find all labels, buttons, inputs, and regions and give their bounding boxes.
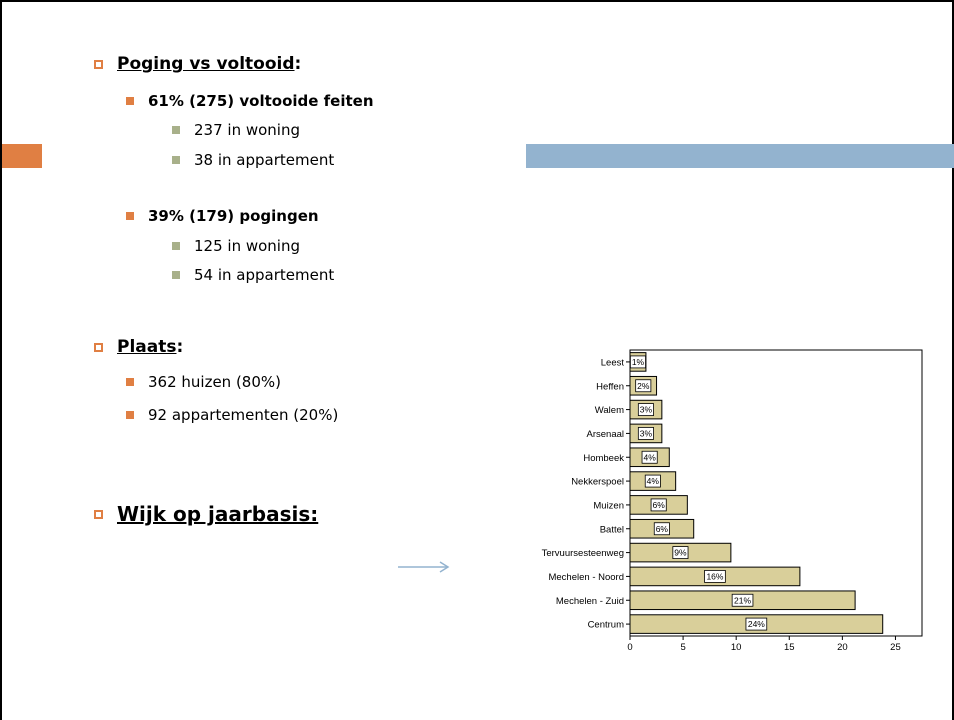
y-tick-label-10: Mechelen - Zuid: [556, 596, 624, 607]
bar-chart: Leest 1% Heffen 2% Walem 3% Arsenaal 3% Hombeek 4…: [542, 349, 923, 653]
hollow-square-bullet-icon: [94, 59, 103, 69]
sub-sub-bullet-text: 125 in woning: [194, 237, 300, 255]
sub-sub-bullet-text: 54 in appartement: [194, 266, 335, 284]
square-bullet-icon: [172, 126, 180, 134]
y-tick-label-11: Centrum: [588, 620, 625, 631]
y-tick-label-5: Nekkerspoel: [571, 477, 624, 488]
square-bullet-icon: [172, 156, 180, 164]
plot-frame: [629, 349, 923, 637]
bullet-colon: :: [176, 337, 184, 357]
data-label-box-11: [745, 617, 768, 631]
data-label-0: 1%: [632, 357, 645, 367]
sub-sub-bullet-text: 38 in appartement: [194, 151, 335, 169]
square-bullet-icon: [172, 242, 180, 250]
bullet-poging-vs-voltooid: Poging vs voltooid:: [94, 54, 301, 74]
data-label-3: 3%: [640, 428, 653, 438]
y-tick-label-4: Hombeek: [583, 453, 624, 464]
accent-bar-orange: [2, 144, 42, 168]
y-tick-label-7: Battel: [600, 524, 624, 535]
square-bullet-icon: [126, 411, 134, 419]
sub-sub-bullet-pogingen-appartement: 54 in appartement: [172, 266, 334, 284]
square-bullet-icon: [126, 378, 134, 386]
data-label-box-8: [672, 546, 689, 559]
y-tick-label-1: Heffen: [596, 381, 624, 392]
hollow-square-bullet-icon: [94, 342, 103, 352]
data-label-5: 4%: [647, 476, 660, 486]
y-tick-label-0: Leest: [601, 357, 625, 368]
bullet-colon: :: [294, 54, 302, 74]
data-label-box-6: [650, 498, 667, 512]
bullet-wijk-op-jaarbasis: Wijk op jaarbasis:: [94, 502, 318, 526]
y-tick-label-6: Muizen: [593, 500, 624, 511]
bullet-plaats: Plaats:: [94, 337, 183, 357]
square-bullet-icon: [126, 212, 134, 220]
hollow-square-bullet-icon: [94, 509, 103, 519]
data-label-box-5: [644, 474, 661, 488]
bullet-heading: Poging vs voltooid: [117, 54, 295, 74]
square-bullet-icon: [172, 271, 180, 279]
sub-bullet-voltooid: 61% (275) voltooide feiten: [126, 92, 374, 110]
sub-bullet-text: 39% (179) pogingen: [148, 207, 319, 225]
bullet-heading: Plaats: [117, 337, 177, 357]
data-label-1: 2%: [637, 381, 650, 391]
right-arrow-icon: [398, 561, 450, 573]
sub-sub-bullet-voltooid-appartement: 38 in appartement: [172, 151, 334, 169]
y-tick-label-8: Tervuursesteenweg: [542, 548, 624, 559]
data-label-box-7: [653, 522, 670, 536]
data-label-box-10: [731, 593, 754, 607]
data-label-4: 4%: [643, 452, 656, 462]
data-label-7: 6%: [656, 524, 669, 534]
data-label-box-2: [637, 403, 654, 416]
sub-bullet-text: 61% (275) voltooide feiten: [148, 92, 374, 110]
data-label-box-0: [629, 355, 646, 369]
x-tick-label-0: 0: [627, 642, 632, 653]
data-label-11: 24%: [748, 619, 765, 629]
bullet-heading: Wijk op jaarbasis:: [117, 502, 319, 526]
data-label-9: 16%: [706, 571, 723, 581]
sub-bullet-huizen: 362 huizen (80%): [126, 373, 281, 391]
sub-sub-bullet-text: 237 in woning: [194, 121, 300, 139]
data-label-box-1: [635, 379, 652, 393]
y-tick-label-3: Arsenaal: [587, 429, 625, 440]
square-bullet-icon: [126, 97, 134, 105]
data-label-box-4: [641, 450, 658, 464]
sub-bullet-text: 362 huizen (80%): [148, 373, 282, 391]
y-tick-label-9: Mechelen - Noord: [548, 572, 624, 583]
x-tick-label-5: 25: [890, 642, 901, 653]
data-label-8: 9%: [674, 548, 687, 558]
sub-sub-bullet-voltooid-woning: 237 in woning: [172, 121, 300, 139]
y-tick-label-2: Walem: [595, 405, 624, 416]
sub-bullet-text: 92 appartementen (20%): [148, 406, 339, 424]
data-label-box-3: [637, 427, 654, 440]
data-label-2: 3%: [640, 405, 653, 415]
sub-bullet-pogingen: 39% (179) pogingen: [126, 207, 319, 225]
data-label-6: 6%: [653, 500, 666, 510]
data-label-box-9: [704, 570, 726, 583]
x-tick-label-4: 20: [837, 642, 848, 653]
data-label-10: 21%: [734, 595, 751, 605]
sub-sub-bullet-pogingen-woning: 125 in woning: [172, 237, 300, 255]
accent-bar-blue: [526, 144, 954, 168]
x-tick-label-2: 10: [731, 642, 742, 653]
x-tick-label-1: 5: [680, 642, 685, 653]
x-tick-label-3: 15: [784, 642, 795, 653]
sub-bullet-appartementen: 92 appartementen (20%): [126, 406, 338, 424]
